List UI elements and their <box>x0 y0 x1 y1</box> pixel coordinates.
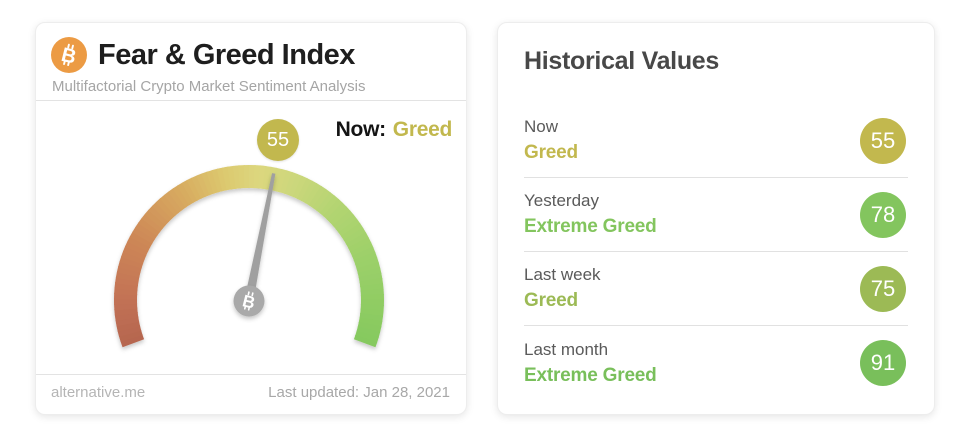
history-period: Last week <box>524 265 601 284</box>
history-row-text: Last month Extreme Greed <box>524 340 657 387</box>
now-classification: Greed <box>392 118 453 141</box>
svg-text:B: B <box>241 291 258 312</box>
card-title: Fear & Greed Index <box>98 39 355 71</box>
title-row: B Fear & Greed Index <box>51 37 450 73</box>
history-period: Now <box>524 117 559 136</box>
bitcoin-pivot-icon: B <box>241 291 258 312</box>
current-status-line: Now: Greed <box>335 118 453 142</box>
last-updated-text: Last updated: Jan 28, 2021 <box>268 384 450 401</box>
history-classification: Greed <box>524 290 578 311</box>
history-value-badge: 78 <box>860 191 906 238</box>
card-subtitle: Multifactorial Crypto Market Sentiment A… <box>52 78 366 95</box>
history-title: Historical Values <box>524 47 719 75</box>
history-row-last-month: Last month Extreme Greed 91 <box>524 326 908 400</box>
history-value-badge: 91 <box>860 340 906 386</box>
bitcoin-icon: B <box>51 37 87 73</box>
gauge-card-header: B Fear & Greed Index Multifactorial Cryp… <box>36 23 466 101</box>
now-label: Now: <box>335 118 386 141</box>
history-row-now: Now Greed 55 <box>524 104 908 178</box>
history-row-yesterday: Yesterday Extreme Greed 78 <box>524 178 908 252</box>
gauge-card-footer: alternative.me Last updated: Jan 28, 202… <box>36 374 466 414</box>
history-row-text: Now Greed <box>524 117 578 164</box>
history-period: Last month <box>524 339 609 359</box>
historical-values-card: Historical Values Now Greed 55 Yesterday… <box>497 22 935 415</box>
history-classification: Extreme Greed <box>524 364 657 386</box>
history-rows: Now Greed 55 Yesterday Extreme Greed 78 … <box>524 104 908 400</box>
history-period: Yesterday <box>524 191 599 210</box>
history-value-badge: 75 <box>860 265 906 312</box>
fear-greed-gauge: B <box>113 164 385 348</box>
site-link[interactable]: alternative.me <box>51 384 146 401</box>
gauge-pivot: B <box>233 285 265 317</box>
history-classification: Extreme Greed <box>524 216 657 237</box>
history-row-text: Last week Greed <box>524 265 601 312</box>
history-value-badge: 55 <box>860 117 906 164</box>
gauge-needle <box>244 173 276 301</box>
history-row-text: Yesterday Extreme Greed <box>524 191 657 238</box>
history-classification: Greed <box>524 142 578 163</box>
gauge-arc <box>113 164 385 348</box>
svg-text:B: B <box>59 44 78 69</box>
history-row-last-week: Last week Greed 75 <box>524 252 908 326</box>
fear-greed-card: B Fear & Greed Index Multifactorial Cryp… <box>35 22 467 415</box>
gauge-value-badge: 55 <box>257 119 299 161</box>
